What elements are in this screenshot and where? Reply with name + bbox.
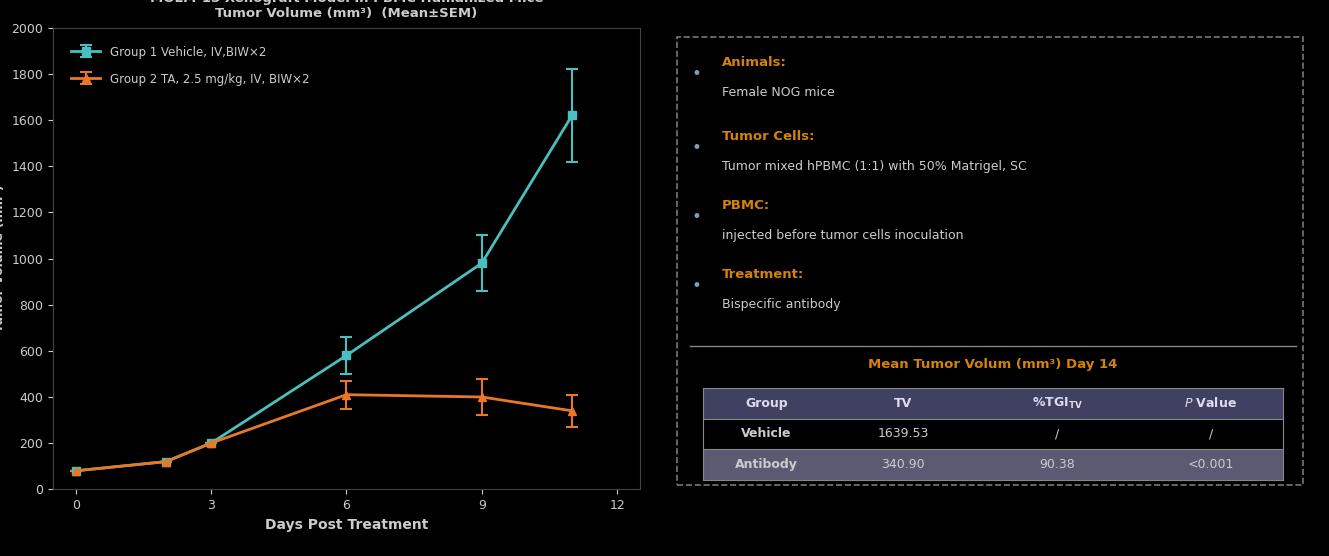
Text: Female NOG mice: Female NOG mice	[722, 86, 835, 99]
Title: MOLM-13 Xenograft Model in PBMC Humanized Mice
Tumor Volume (mm³)  (Mean±SEM): MOLM-13 Xenograft Model in PBMC Humanize…	[150, 0, 544, 19]
Point	[695, 384, 711, 391]
Text: Mean Tumor Volum (mm³) Day 14: Mean Tumor Volum (mm³) Day 14	[868, 358, 1118, 371]
Text: Group: Group	[746, 396, 788, 410]
Text: TV: TV	[894, 396, 912, 410]
Text: Tumor Cells:: Tumor Cells:	[722, 130, 815, 143]
Point	[1276, 476, 1292, 483]
Text: •: •	[691, 65, 702, 83]
Text: Antibody: Antibody	[735, 458, 799, 471]
Legend: Group 1 Vehicle, IV,BIW×2, Group 2 TA, 2.5 mg/kg, IV, BIW×2: Group 1 Vehicle, IV,BIW×2, Group 2 TA, 2…	[58, 34, 322, 97]
Text: •: •	[691, 277, 702, 295]
Text: 90.38: 90.38	[1039, 458, 1075, 471]
Text: /: /	[1055, 428, 1059, 440]
Text: /: /	[1209, 428, 1213, 440]
Text: 340.90: 340.90	[881, 458, 925, 471]
Text: $\mathbf{\%TGI_{TV}}$: $\mathbf{\%TGI_{TV}}$	[1031, 395, 1082, 411]
Point	[1276, 384, 1292, 391]
Point	[695, 476, 711, 483]
Text: •: •	[691, 208, 702, 226]
Text: Tumor mixed hPBMC (1:1) with 50% Matrigel, SC: Tumor mixed hPBMC (1:1) with 50% Matrige…	[722, 160, 1027, 173]
Text: Treatment:: Treatment:	[722, 268, 804, 281]
Y-axis label: Tumor Volume (mm³): Tumor Volume (mm³)	[0, 185, 7, 332]
Text: 1639.53: 1639.53	[877, 428, 929, 440]
Text: injected before tumor cells inoculation: injected before tumor cells inoculation	[722, 229, 964, 242]
Text: $\it{P}$ Value: $\it{P}$ Value	[1184, 396, 1237, 410]
Text: Bispecific antibody: Bispecific antibody	[722, 298, 841, 311]
Text: Vehicle: Vehicle	[742, 428, 792, 440]
Text: PBMC:: PBMC:	[722, 199, 771, 212]
Text: •: •	[691, 139, 702, 157]
Text: <0.001: <0.001	[1188, 458, 1235, 471]
X-axis label: Days Post Treatment: Days Post Treatment	[264, 518, 428, 532]
Bar	[703, 388, 1284, 419]
Bar	[703, 449, 1284, 480]
Text: Animals:: Animals:	[722, 56, 787, 69]
